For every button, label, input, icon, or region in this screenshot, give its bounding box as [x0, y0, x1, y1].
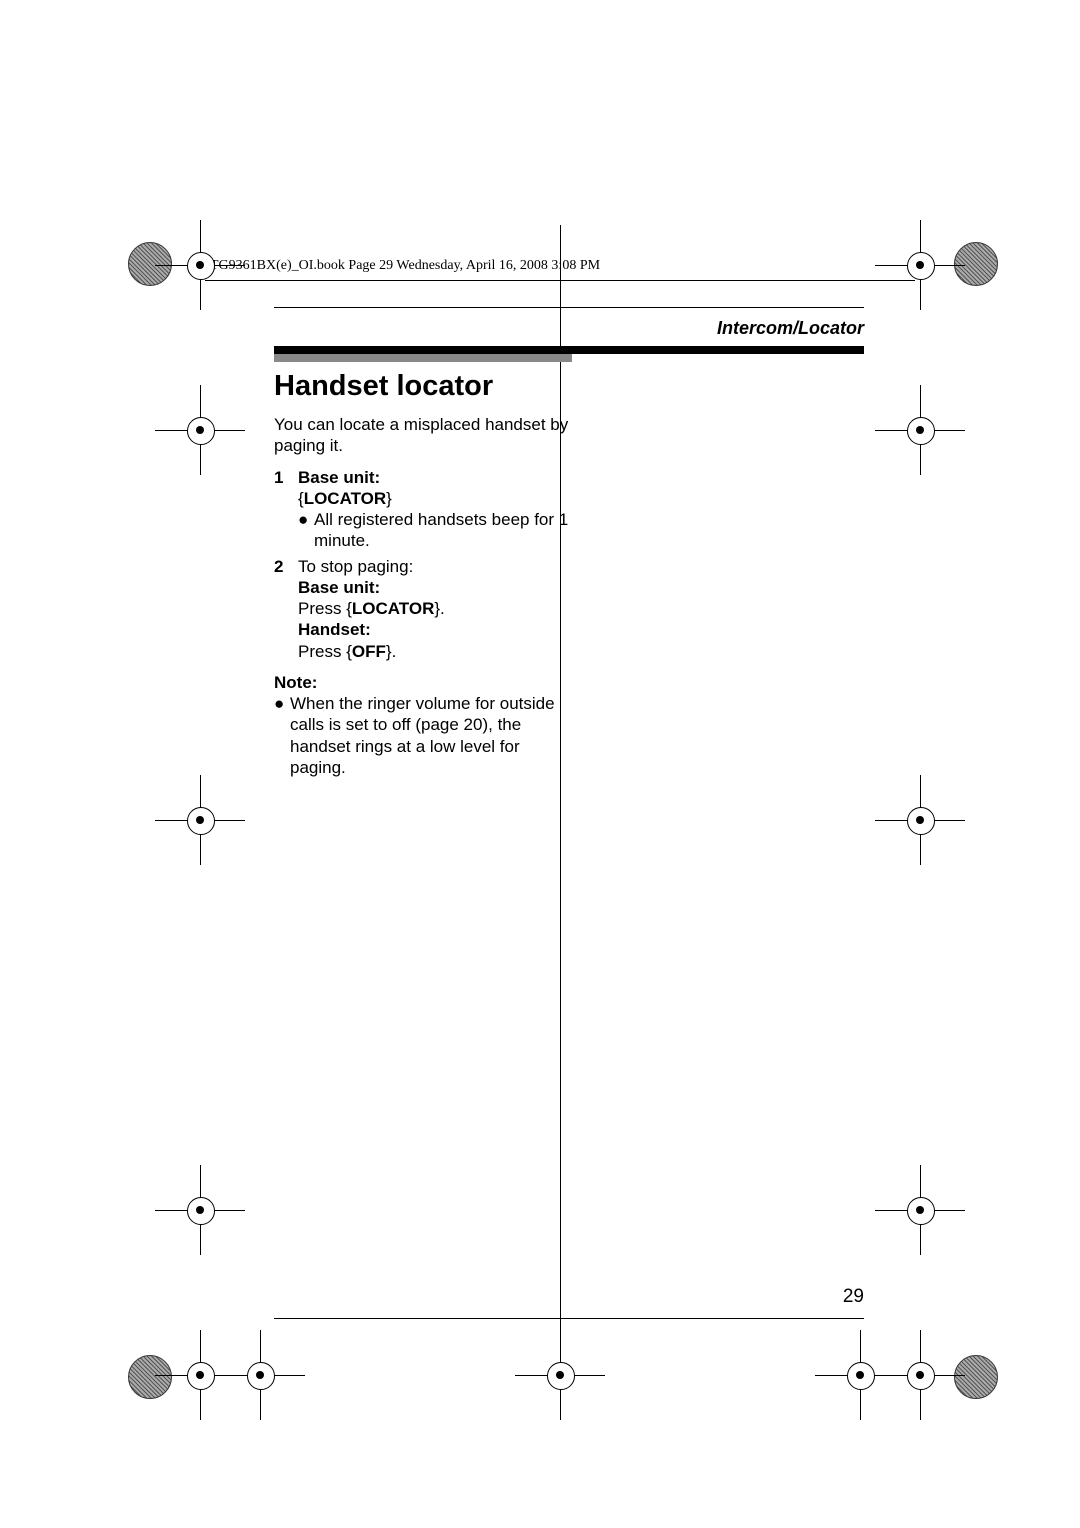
crop-mark-icon: [860, 1375, 861, 1376]
page-title: Handset locator: [274, 370, 493, 403]
registration-ball-icon: [954, 242, 998, 286]
note-label: Note:: [274, 672, 574, 693]
crop-mark-icon: [560, 1375, 561, 1376]
off-key: OFF: [352, 642, 386, 661]
step-body: Base unit: {LOCATOR} ● All registered ha…: [298, 467, 574, 552]
content-column: You can locate a misplaced handset by pa…: [274, 414, 574, 778]
header-rule-grey: [274, 354, 572, 362]
crop-mark-icon: [200, 265, 201, 266]
period: .: [392, 642, 397, 661]
step2-press-locator: Press {LOCATOR}.: [298, 598, 574, 619]
page-frame: Intercom/Locator Handset locator You can…: [274, 307, 864, 1319]
section-header: Intercom/Locator: [717, 318, 864, 339]
step2-press-off: Press {OFF}.: [298, 641, 574, 662]
crop-mark-icon: [200, 1210, 201, 1211]
step1-bullet-text: All registered handsets beep for 1 minut…: [314, 509, 574, 552]
registration-ball-icon: [954, 1355, 998, 1399]
press-text: Press: [298, 599, 346, 618]
crop-mark-icon: [200, 820, 201, 821]
step1-base-unit-label: Base unit:: [298, 467, 574, 488]
bullet-icon: ●: [298, 509, 314, 552]
crop-mark-icon: [200, 430, 201, 431]
crop-mark-icon: [200, 1375, 201, 1376]
crop-mark-icon: [920, 820, 921, 821]
step-1: 1 Base unit: {LOCATOR} ● All registered …: [274, 467, 574, 552]
step-body: To stop paging: Base unit: Press {LOCATO…: [298, 556, 574, 662]
registration-ball-icon: [128, 1355, 172, 1399]
crop-mark-icon: [920, 1375, 921, 1376]
crop-mark-icon: [260, 1375, 261, 1376]
note-bullet-text: When the ringer volume for outside calls…: [290, 693, 574, 778]
step1-bullet: ● All registered handsets beep for 1 min…: [298, 509, 574, 552]
locator-key: LOCATOR: [304, 489, 386, 508]
registration-ball-icon: [128, 242, 172, 286]
intro-paragraph: You can locate a misplaced handset by pa…: [274, 414, 574, 457]
header-rule-black: [274, 346, 864, 354]
period: .: [440, 599, 445, 618]
press-text: Press: [298, 642, 346, 661]
locator-key: LOCATOR: [352, 599, 434, 618]
step1-locator-line: {LOCATOR}: [298, 488, 574, 509]
crop-mark-icon: [920, 430, 921, 431]
note-bullet: ● When the ringer volume for outside cal…: [274, 693, 574, 778]
step2-intro: To stop paging:: [298, 556, 574, 577]
bullet-icon: ●: [274, 693, 290, 778]
brace-close: }: [386, 489, 392, 508]
step2-base-unit-label: Base unit:: [298, 577, 574, 598]
page-number: 29: [843, 1286, 864, 1308]
note-section: Note: ● When the ringer volume for outsi…: [274, 672, 574, 778]
step-number: 1: [274, 467, 298, 552]
step-2: 2 To stop paging: Base unit: Press {LOCA…: [274, 556, 574, 662]
crop-mark-icon: [920, 265, 921, 266]
step-number: 2: [274, 556, 298, 662]
crop-mark-icon: [920, 1210, 921, 1211]
print-meta-line: TG9361BX(e)_OI.book Page 29 Wednesday, A…: [210, 258, 600, 274]
step2-handset-label: Handset:: [298, 619, 574, 640]
